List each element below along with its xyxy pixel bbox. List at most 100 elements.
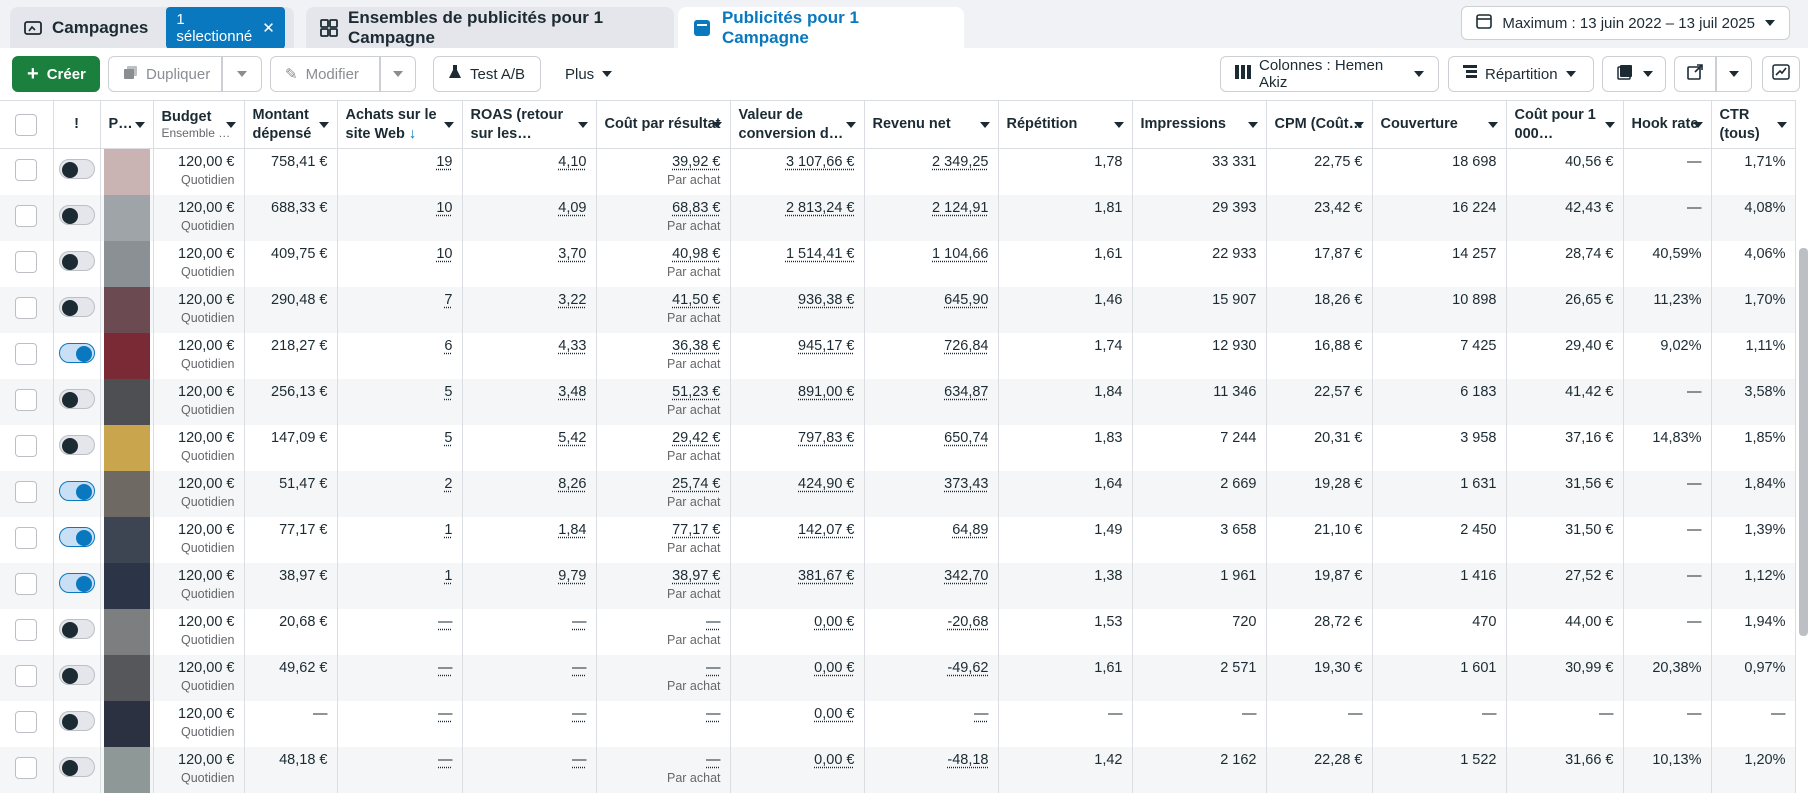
- net-revenue-cell-value[interactable]: 1 104,66: [932, 246, 989, 262]
- purchases-cell-value[interactable]: 2: [444, 476, 453, 492]
- purchases-cell-value[interactable]: 10: [436, 246, 453, 262]
- budget-header[interactable]: Budget Ensemble …: [153, 100, 245, 149]
- ad-thumbnail[interactable]: [103, 149, 150, 195]
- purchases-cell-value[interactable]: 6: [444, 338, 453, 354]
- conv-value-header[interactable]: Valeur de conversion d…: [730, 100, 865, 149]
- roas-cell-value[interactable]: 9,79: [558, 568, 587, 584]
- conv-value-cell-value[interactable]: 0,00 €: [814, 752, 855, 768]
- cost-result-cell-value[interactable]: —: [706, 660, 721, 676]
- conv-value-cell-value[interactable]: 0,00 €: [814, 706, 855, 722]
- row-checkbox[interactable]: [15, 573, 38, 595]
- conv-value-cell-value[interactable]: 424,90 €: [798, 476, 855, 492]
- conv-value-cell-value[interactable]: 936,38 €: [798, 292, 855, 308]
- cost-result-cell-value[interactable]: 68,83 €: [672, 200, 721, 216]
- conv-value-cell-value[interactable]: 1 514,41 €: [785, 246, 855, 262]
- purchases-cell-value[interactable]: 10: [436, 200, 453, 216]
- roas-cell-value[interactable]: 8,26: [558, 476, 587, 492]
- ad-thumbnail[interactable]: [103, 563, 150, 609]
- roas-cell-value[interactable]: 4,33: [558, 338, 587, 354]
- columns-button[interactable]: Colonnes : Hemen Akiz: [1220, 56, 1439, 92]
- net-revenue-cell-value[interactable]: 2 349,25: [932, 154, 989, 170]
- row-checkbox[interactable]: [15, 205, 38, 227]
- net-revenue-cell-value[interactable]: -49,62: [947, 660, 989, 676]
- net-revenue-header[interactable]: Revenu net: [864, 100, 999, 149]
- delivery-toggle[interactable]: [58, 297, 95, 317]
- purchases-cell-value[interactable]: —: [438, 660, 453, 676]
- more-button[interactable]: Plus: [550, 56, 630, 92]
- row-checkbox[interactable]: [15, 619, 38, 641]
- conv-value-cell-value[interactable]: 3 107,66 €: [785, 154, 855, 170]
- ad-thumbnail[interactable]: [103, 701, 150, 747]
- purchases-cell-value[interactable]: 5: [444, 384, 453, 400]
- roas-cell-value[interactable]: 1,84: [558, 522, 587, 538]
- chart-button[interactable]: [1762, 56, 1800, 92]
- table-row[interactable]: 120,00 € Quotidien 20,68 € — — — Par achat 0,00…: [0, 609, 1796, 655]
- row-checkbox[interactable]: [15, 757, 38, 779]
- hook-rate-header[interactable]: Hook rate: [1623, 100, 1712, 149]
- reach-header[interactable]: Couverture: [1372, 100, 1507, 149]
- status-header[interactable]: !: [53, 100, 101, 149]
- frequency-header[interactable]: Répétition: [998, 100, 1133, 149]
- tab-adsets[interactable]: Ensembles de publicités pour 1 Campagne: [306, 7, 674, 48]
- table-row[interactable]: 120,00 € Quotidien 758,41 € 19 4,10 39,92 € Pa…: [0, 148, 1796, 195]
- table-row[interactable]: 120,00 € Quotidien 48,18 € — — — Par achat 0,00…: [0, 747, 1796, 793]
- purchases-cell-value[interactable]: —: [438, 752, 453, 768]
- conv-value-cell-value[interactable]: 945,17 €: [798, 338, 855, 354]
- delivery-toggle[interactable]: [58, 435, 95, 455]
- ad-thumbnail[interactable]: [103, 747, 150, 793]
- cost-result-cell-value[interactable]: 77,17 €: [672, 522, 721, 538]
- cost-result-cell-value[interactable]: 51,23 €: [672, 384, 721, 400]
- close-icon[interactable]: ✕: [262, 19, 275, 37]
- table-row[interactable]: 120,00 € Quotidien 49,62 € — — — Par achat 0,00…: [0, 655, 1796, 701]
- tab-ads[interactable]: Publicités pour 1 Campagne: [678, 7, 964, 48]
- row-checkbox[interactable]: [15, 435, 38, 457]
- delivery-toggle[interactable]: [58, 711, 95, 731]
- table-row[interactable]: 120,00 € Quotidien 218,27 € 6 4,33 36,38 € Par…: [0, 333, 1796, 379]
- purchases-cell-value[interactable]: 1: [444, 522, 453, 538]
- purchases-header[interactable]: Achats sur le site Web ↓: [337, 100, 463, 149]
- table-row[interactable]: 120,00 € Quotidien 77,17 € 1 1,84 77,17 € Par …: [0, 517, 1796, 563]
- edit-button[interactable]: ✎ Modifier: [270, 56, 380, 92]
- conv-value-cell-value[interactable]: 142,07 €: [798, 522, 855, 538]
- roas-cell-value[interactable]: 3,22: [558, 292, 587, 308]
- cost-result-cell-value[interactable]: 40,98 €: [672, 246, 721, 262]
- purchases-cell-value[interactable]: —: [438, 614, 453, 630]
- net-revenue-cell-value[interactable]: 64,89: [952, 522, 989, 538]
- conv-value-cell-value[interactable]: 891,00 €: [798, 384, 855, 400]
- delivery-toggle[interactable]: [58, 757, 95, 777]
- cost-result-cell-value[interactable]: 41,50 €: [672, 292, 721, 308]
- row-checkbox[interactable]: [15, 251, 38, 273]
- select-all-header[interactable]: [0, 100, 54, 149]
- row-checkbox[interactable]: [15, 481, 38, 503]
- selected-badge[interactable]: 1 sélectionné ✕: [166, 6, 285, 49]
- date-range-button[interactable]: Maximum : 13 juin 2022 – 13 juil 2025: [1461, 6, 1790, 40]
- ab-test-button[interactable]: Test A/B: [433, 56, 541, 92]
- cost-result-cell-value[interactable]: 25,74 €: [672, 476, 721, 492]
- cost-1000-header[interactable]: Coût pour 1 000…: [1506, 100, 1624, 149]
- net-revenue-cell-value[interactable]: -48,18: [947, 752, 989, 768]
- cost-result-cell-value[interactable]: 39,92 €: [672, 154, 721, 170]
- table-row[interactable]: 120,00 € Quotidien 38,97 € 1 9,79 38,97 € Par …: [0, 563, 1796, 609]
- delivery-toggle[interactable]: [58, 619, 95, 639]
- conv-value-cell-value[interactable]: 0,00 €: [814, 660, 855, 676]
- table-row[interactable]: 120,00 € Quotidien 409,75 € 10 3,70 40,98 € Pa…: [0, 241, 1796, 287]
- net-revenue-cell-value[interactable]: 726,84: [944, 338, 989, 354]
- ad-thumbnail[interactable]: [103, 609, 150, 655]
- roas-cell-value[interactable]: —: [572, 660, 587, 676]
- delivery-toggle[interactable]: [58, 205, 95, 225]
- delivery-toggle[interactable]: [58, 665, 95, 685]
- duplicate-dropdown[interactable]: [222, 56, 262, 92]
- roas-cell-value[interactable]: 4,09: [558, 200, 587, 216]
- ctr-header[interactable]: CTR (tous): [1711, 100, 1796, 149]
- reports-button[interactable]: [1602, 56, 1666, 92]
- ad-thumbnail[interactable]: [103, 471, 150, 517]
- net-revenue-cell-value[interactable]: 342,70: [944, 568, 989, 584]
- delivery-toggle[interactable]: [58, 481, 95, 501]
- roas-cell-value[interactable]: —: [572, 706, 587, 722]
- spent-header[interactable]: Montant dépensé: [244, 100, 338, 149]
- roas-cell-value[interactable]: —: [572, 614, 587, 630]
- net-revenue-cell-value[interactable]: 373,43: [944, 476, 989, 492]
- delivery-toggle[interactable]: [58, 251, 95, 271]
- cost-result-header[interactable]: Coût par résultat: [596, 100, 731, 149]
- purchases-cell-value[interactable]: 7: [444, 292, 453, 308]
